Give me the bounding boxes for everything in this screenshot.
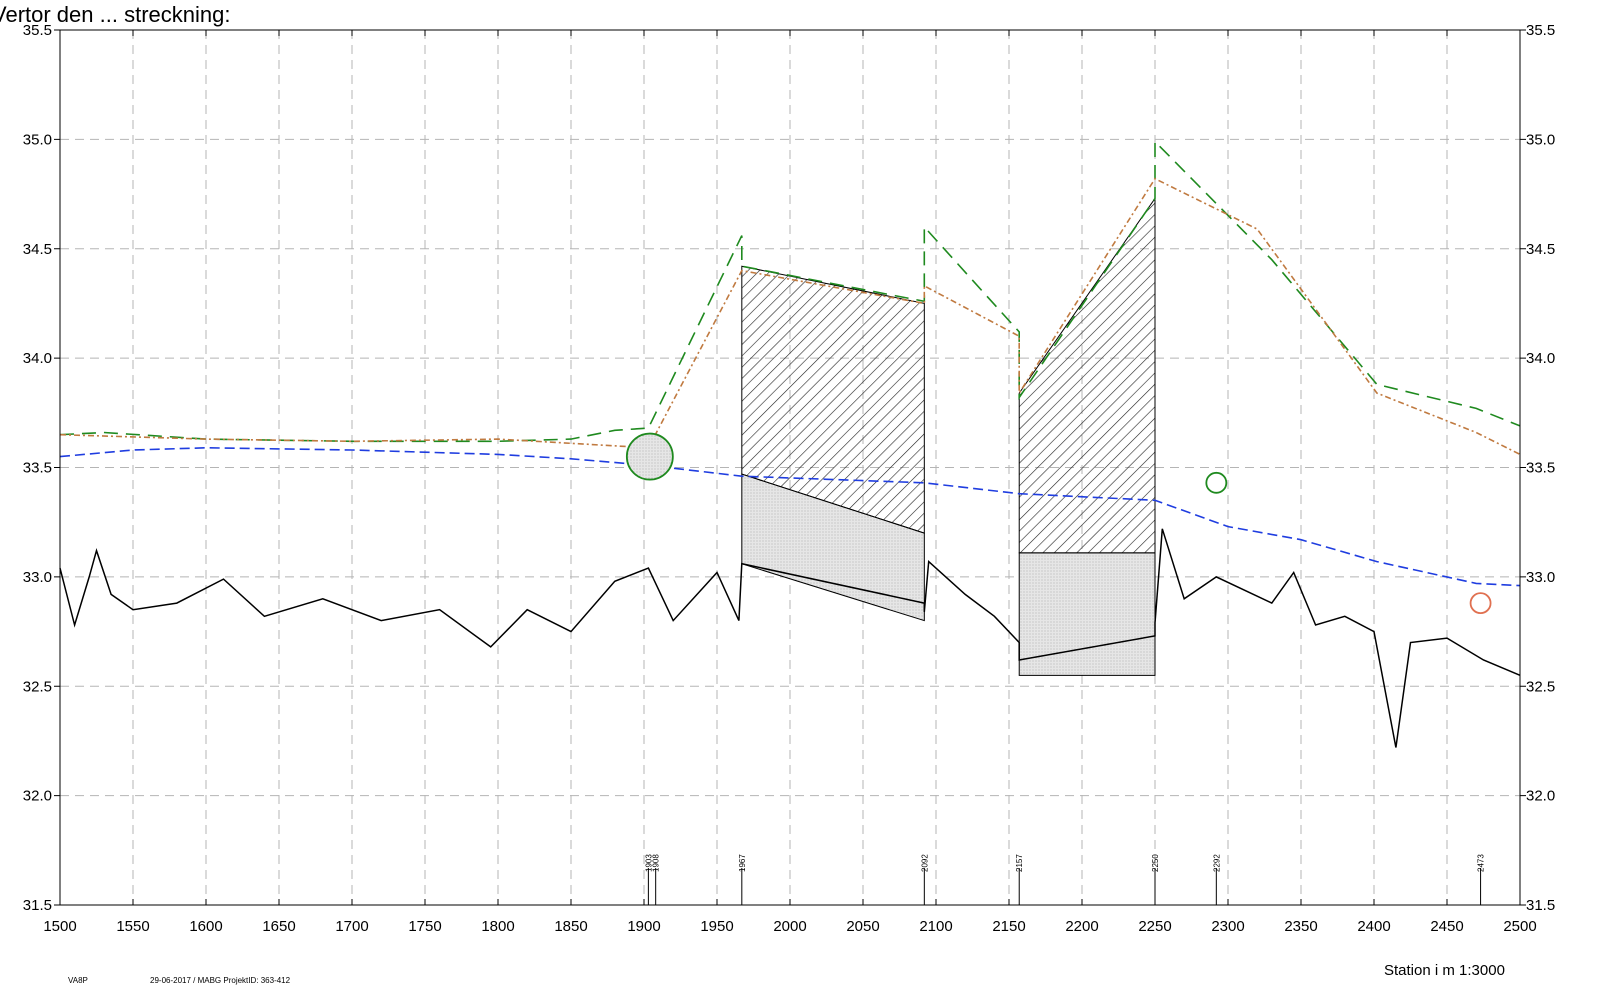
series-line-1: [59, 177, 1521, 456]
x-tick-label: 2500: [1503, 918, 1536, 935]
hatched-area: [1018, 196, 1156, 554]
x-tick-label: 2450: [1430, 918, 1463, 935]
footer-info: 29-06-2017 / MABG ProjektID: 363-412: [150, 976, 291, 985]
x-tick-label: 1750: [408, 918, 441, 935]
series-line-0: [59, 139, 1521, 443]
x-tick-label: 2100: [919, 918, 952, 935]
x-tick-label: 1850: [554, 918, 587, 935]
x-tick-label: 1950: [700, 918, 733, 935]
x-tick-label: 2300: [1211, 918, 1244, 935]
y-tick-label-right: 35.5: [1526, 22, 1555, 39]
y-tick-labels-right: 31.5 32.0 32.5 33.0 33.5 34.0 34.5 35.0 35.5: [1526, 22, 1555, 914]
y-tick-label-left: 33.5: [23, 460, 52, 477]
x-tick-label: 2400: [1357, 918, 1390, 935]
y-tick-label-left: 34.5: [23, 241, 52, 258]
y-tick-label-left: 35.5: [23, 22, 52, 39]
circle-marker: [625, 432, 674, 481]
station-label: 2092: [920, 854, 929, 872]
y-tick-label-left: 33.0: [23, 569, 52, 586]
station-label: 2473: [1477, 854, 1486, 872]
circle-marker: [1469, 592, 1492, 615]
x-tick-label: 1650: [262, 918, 295, 935]
x-tick-label: 1550: [116, 918, 149, 935]
station-label: 1903: [644, 854, 653, 872]
x-tick-label: 1600: [189, 918, 222, 935]
station-label: 2157: [1015, 854, 1024, 872]
y-tick-label-right: 32.5: [1526, 678, 1555, 695]
y-tick-label-left: 31.5: [23, 897, 52, 914]
station-label: 1967: [738, 854, 747, 872]
station-label: 1908: [652, 854, 661, 872]
y-tick-label-right: 32.0: [1526, 788, 1555, 805]
x-tick-label: 2000: [773, 918, 806, 935]
x-tick-label: 2150: [992, 918, 1025, 935]
station-label: 2292: [1212, 854, 1221, 872]
y-tick-labels-left: 31.5 32.0 32.5 33.0 33.5 34.0 34.5 35.0 35.5: [23, 22, 52, 914]
station-label: 2250: [1151, 854, 1160, 872]
x-tick-label: 1800: [481, 918, 514, 935]
cut-off-title: Vertor den ... streckning:: [0, 2, 230, 27]
x-axis-label: Station i m 1:3000: [1384, 962, 1505, 979]
y-tick-label-right: 34.0: [1526, 350, 1555, 367]
x-tick-label: 2250: [1138, 918, 1171, 935]
x-tick-label: 1900: [627, 918, 660, 935]
y-tick-label-right: 35.0: [1526, 131, 1555, 148]
y-tick-label-left: 34.0: [23, 350, 52, 367]
x-tick-label: 2050: [846, 918, 879, 935]
x-tick-label: 1500: [43, 918, 76, 935]
y-tick-label-right: 34.5: [1526, 241, 1555, 258]
series-line-2: [59, 446, 1521, 587]
plot-frame: [59, 29, 1521, 906]
circle-marker: [1205, 471, 1228, 494]
x-tick-labels: 1500 1550 1600 1650 1700 1750 1800 1850 1900 1950…: [43, 918, 1536, 935]
y-tick-label-right: 31.5: [1526, 897, 1555, 914]
series-lines: [59, 139, 1521, 748]
x-tick-label: 2200: [1065, 918, 1098, 935]
y-tick-label-left: 35.0: [23, 131, 52, 148]
y-tick-label-right: 33.0: [1526, 569, 1555, 586]
y-tick-label-right: 33.5: [1526, 460, 1555, 477]
areas: [741, 196, 1156, 676]
series-line-3: [59, 528, 1521, 748]
y-tick-label-left: 32.5: [23, 678, 52, 695]
x-tick-label: 2350: [1284, 918, 1317, 935]
hatched-area: [741, 265, 925, 534]
y-tick-label-left: 32.0: [23, 788, 52, 805]
x-tick-label: 1700: [335, 918, 368, 935]
footer-code: VA8P: [68, 976, 88, 985]
